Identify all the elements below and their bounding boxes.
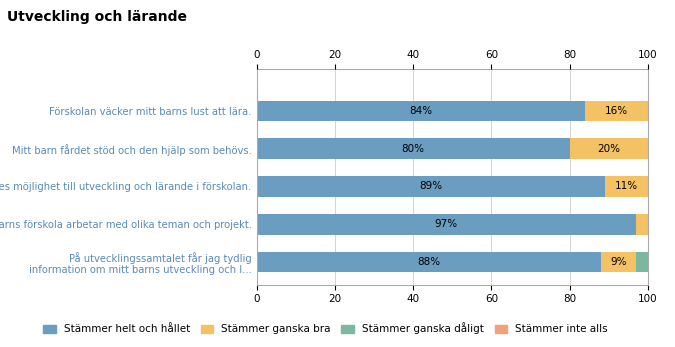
- Text: 11%: 11%: [615, 181, 638, 192]
- Text: 89%: 89%: [419, 181, 442, 192]
- Text: Utveckling och lärande: Utveckling och lärande: [7, 10, 187, 24]
- Legend: Stämmer helt och hållet, Stämmer ganska bra, Stämmer ganska dåligt, Stämmer inte: Stämmer helt och hållet, Stämmer ganska …: [39, 318, 612, 338]
- Text: 9%: 9%: [610, 257, 627, 267]
- Bar: [605, 176, 648, 197]
- Bar: [256, 214, 637, 235]
- Bar: [256, 101, 585, 121]
- Text: 80%: 80%: [402, 144, 425, 154]
- Bar: [256, 252, 601, 272]
- Bar: [601, 252, 637, 272]
- Text: 16%: 16%: [605, 106, 628, 116]
- Bar: [585, 101, 648, 121]
- Bar: [256, 138, 570, 159]
- Text: 97%: 97%: [435, 219, 458, 229]
- Bar: [256, 176, 605, 197]
- Bar: [570, 138, 648, 159]
- Text: 84%: 84%: [409, 106, 433, 116]
- Text: 20%: 20%: [597, 144, 620, 154]
- Text: 88%: 88%: [417, 257, 440, 267]
- Bar: [637, 214, 648, 235]
- Bar: [637, 252, 648, 272]
